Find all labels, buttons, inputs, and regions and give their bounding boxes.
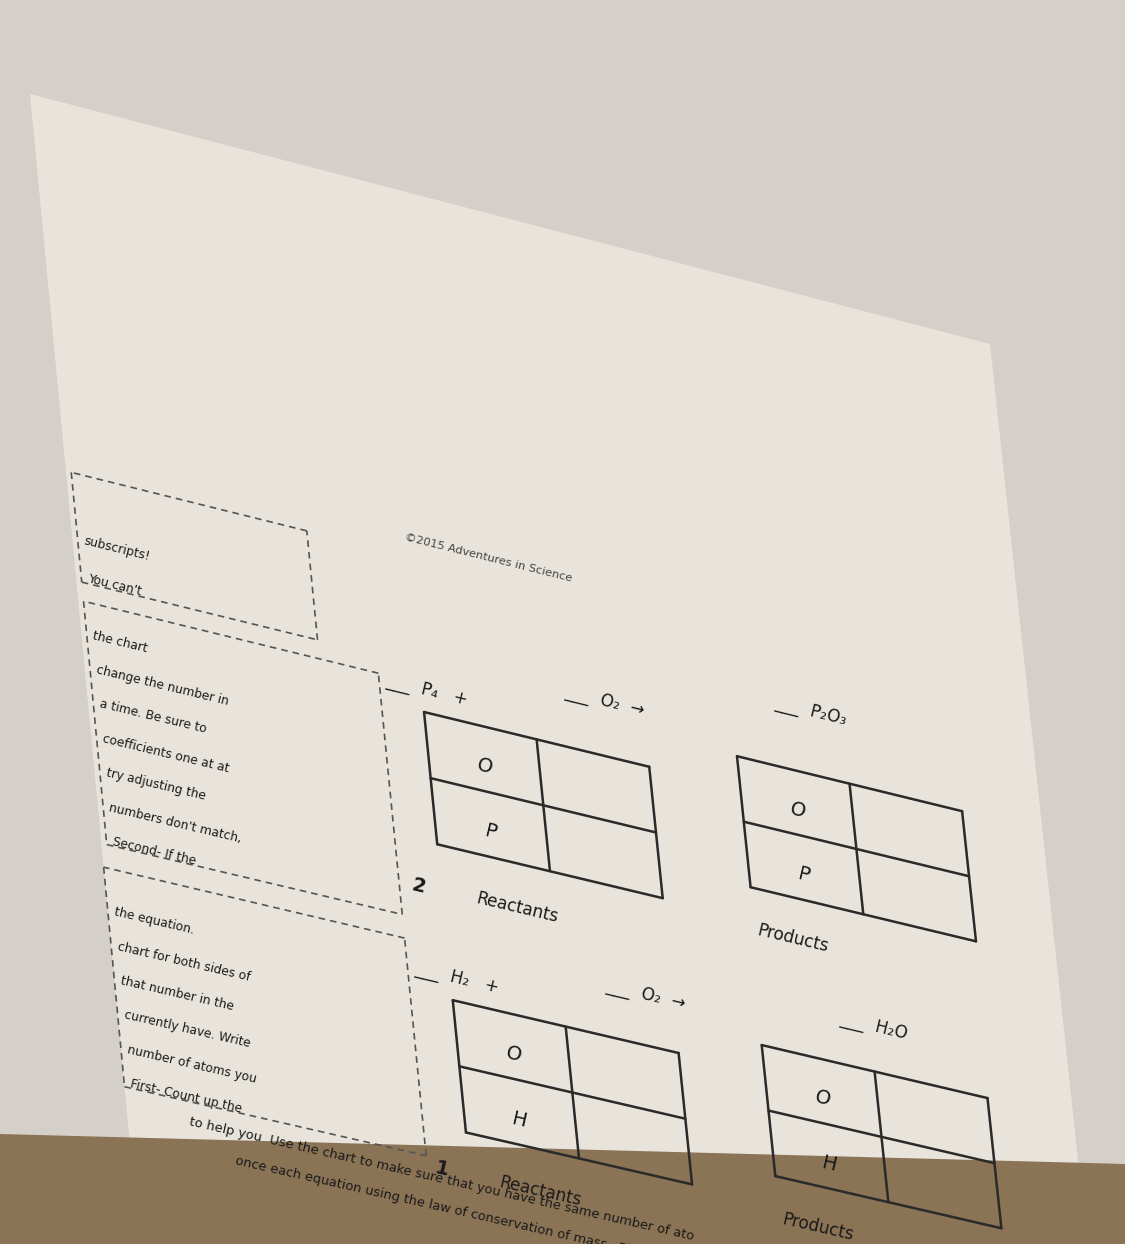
Text: H: H (820, 1153, 839, 1174)
Text: ___  P₂O₃: ___ P₂O₃ (773, 693, 848, 728)
Text: the equation.: the equation. (112, 906, 196, 937)
Text: ___  O₂  →: ___ O₂ → (564, 683, 647, 719)
Text: currently have. Write: currently have. Write (123, 1009, 251, 1050)
Text: O: O (788, 799, 808, 821)
Text: subscripts!: subscripts! (82, 535, 152, 564)
Text: a time. Be sure to: a time. Be sure to (98, 698, 208, 736)
Text: Second- If the: Second- If the (111, 835, 197, 867)
Text: that number in the: that number in the (119, 974, 235, 1013)
Text: 2: 2 (410, 876, 428, 897)
Text: ___  O₂  →: ___ O₂ → (604, 977, 687, 1013)
Text: ___  P₄   +: ___ P₄ + (385, 671, 470, 708)
Text: change the number in: change the number in (94, 663, 229, 708)
Text: You can't: You can't (87, 572, 143, 598)
Text: 1: 1 (433, 1158, 451, 1179)
Text: the chart: the chart (91, 629, 148, 654)
Text: Products: Products (780, 1210, 855, 1244)
Text: O: O (812, 1087, 832, 1110)
Text: P: P (796, 865, 812, 886)
Text: try adjusting the: try adjusting the (105, 766, 207, 802)
Text: P: P (483, 821, 500, 843)
Text: ©2015 Adventures in Science: ©2015 Adventures in Science (404, 532, 574, 583)
Text: ___  H₂   +: ___ H₂ + (413, 959, 501, 996)
Text: once each equation using the law of conservation of mass.  There is a char: once each equation using the law of cons… (234, 1154, 714, 1244)
Text: O: O (475, 755, 494, 778)
Text: chart for both sides of: chart for both sides of (116, 939, 251, 983)
Text: O: O (504, 1042, 523, 1065)
Text: Products: Products (755, 922, 830, 955)
Text: Reactants: Reactants (475, 889, 560, 926)
Text: numbers don't match,: numbers don't match, (108, 801, 243, 845)
Text: number of atoms you: number of atoms you (126, 1042, 258, 1085)
Text: Reactants: Reactants (497, 1173, 584, 1209)
Text: coefficients one at at: coefficients one at at (101, 733, 231, 775)
Text: First- Count up the: First- Count up the (129, 1077, 243, 1116)
Text: H: H (511, 1108, 530, 1131)
Polygon shape (30, 95, 1100, 1244)
Text: ___  H₂O: ___ H₂O (838, 1009, 909, 1042)
Polygon shape (0, 1135, 1125, 1244)
Text: to help you  Use the chart to make sure that you have the same number of ato: to help you Use the chart to make sure t… (188, 1116, 695, 1244)
